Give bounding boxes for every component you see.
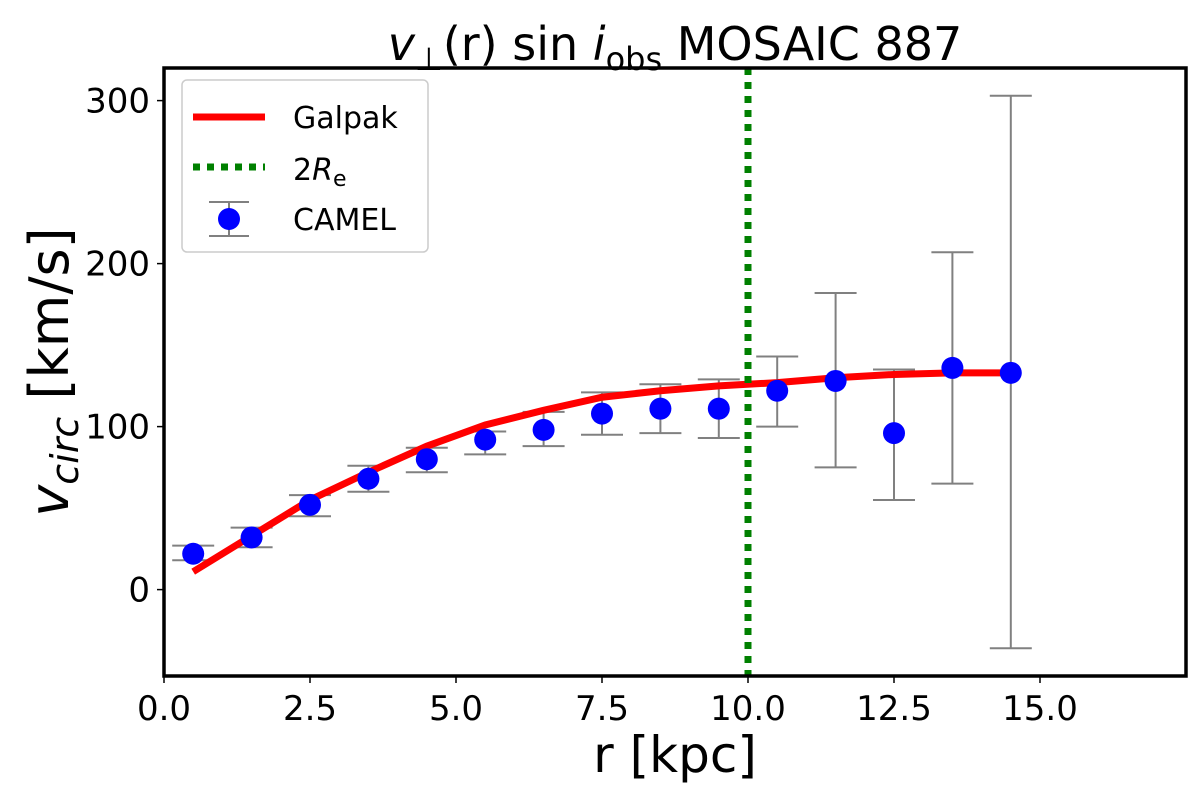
x-tick-label: 15.0 <box>1002 689 1078 729</box>
x-tick-label: 10.0 <box>710 689 786 729</box>
camel-point <box>357 467 380 490</box>
legend-galpak-label: Galpak <box>293 101 398 136</box>
legend: Galpak 2Re CAMEL <box>181 79 429 253</box>
x-tick-label: 12.5 <box>856 689 932 729</box>
galpak-line <box>191 369 1011 575</box>
legend-box <box>181 79 429 253</box>
camel-point <box>941 356 964 379</box>
y-tick-label: 0 <box>128 571 150 611</box>
y-tick-label: 300 <box>85 82 150 122</box>
camel-point <box>591 402 613 425</box>
legend-camel-marker <box>218 208 240 230</box>
camel-point <box>299 493 321 516</box>
legend-re-label: 2Re <box>293 153 347 192</box>
camel-point <box>883 422 905 445</box>
camel-point <box>707 397 730 420</box>
legend-camel-label: CAMEL <box>293 203 396 238</box>
camel-point <box>240 526 263 549</box>
camel-point <box>415 448 438 471</box>
y-tick-label: 100 <box>85 408 150 448</box>
camel-point <box>824 369 847 392</box>
camel-point <box>474 428 497 451</box>
x-axis-label: r [kpc] <box>593 726 757 784</box>
y-axis-label: vcirc [km/s] <box>18 227 87 516</box>
chart-title: v⊥(r) sin iobs MOSAIC 887 <box>388 17 963 78</box>
camel-point <box>766 379 789 402</box>
camel-point <box>182 542 205 565</box>
camel-point <box>649 397 672 420</box>
axes-frame <box>162 66 1188 678</box>
x-tick-label: 7.5 <box>575 689 629 729</box>
x-tick-label: 0.0 <box>137 689 191 729</box>
y-tick-label: 200 <box>85 245 150 285</box>
axis-ticks: 0.0 2.5 5.0 7.5 10.0 12.5 15.0 0 100 200 300 <box>85 82 1078 729</box>
x-tick-label: 5.0 <box>429 689 483 729</box>
plot-area <box>172 68 1032 676</box>
camel-point <box>532 418 555 441</box>
camel-point <box>999 361 1022 384</box>
x-tick-label: 2.5 <box>283 689 337 729</box>
